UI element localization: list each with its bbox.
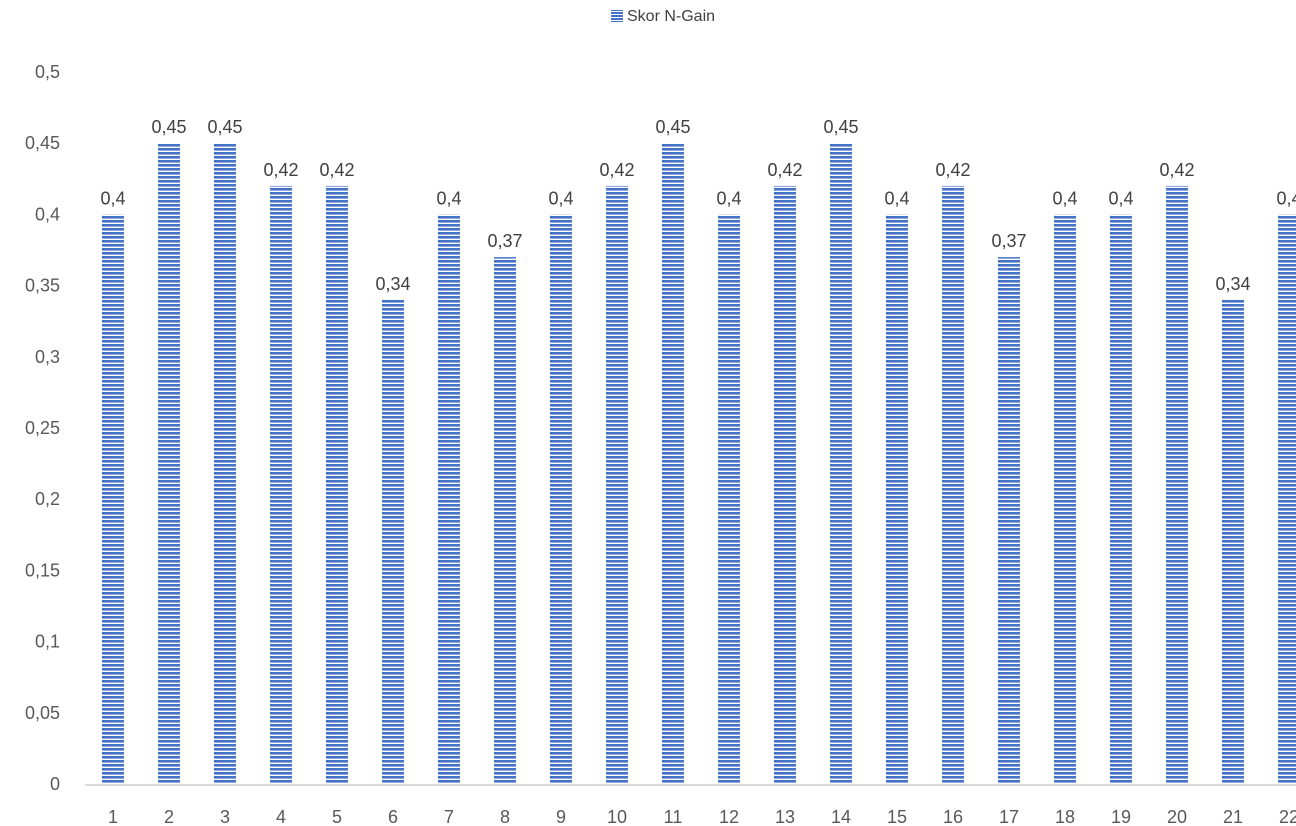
- y-tick-label: 0,5: [35, 62, 60, 82]
- x-tick-label: 14: [831, 807, 851, 826]
- y-tick-label: 0,3: [35, 347, 60, 367]
- bar: [550, 214, 572, 784]
- x-tick-label: 19: [1111, 807, 1131, 826]
- data-label: 0,37: [487, 231, 522, 251]
- x-tick-label: 17: [999, 807, 1019, 826]
- x-tick-label: 1: [108, 807, 118, 826]
- bar: [382, 299, 404, 784]
- bar: [774, 185, 796, 785]
- x-axis: 1 2 3 4 5 6 7 8 9 10 11 12 13 14 15 16 17 18 19 20 21 22: [108, 807, 1296, 826]
- data-label: 0,45: [207, 117, 242, 137]
- data-label: 0,4: [1108, 188, 1133, 208]
- y-tick-label: 0,4: [35, 204, 60, 224]
- bar: [102, 214, 124, 784]
- x-tick-label: 13: [775, 807, 795, 826]
- y-tick-label: 0,45: [25, 133, 60, 153]
- x-tick-label: 4: [276, 807, 286, 826]
- x-tick-label: 5: [332, 807, 342, 826]
- bar: [270, 185, 292, 785]
- data-label: 0,42: [935, 160, 970, 180]
- bar: [438, 214, 460, 784]
- y-tick-label: 0,2: [35, 489, 60, 509]
- bar: [998, 257, 1020, 784]
- legend: Skor N-Gain: [611, 8, 715, 25]
- x-tick-label: 22: [1279, 807, 1296, 826]
- y-tick-label: 0,15: [25, 560, 60, 580]
- x-tick-label: 2: [164, 807, 174, 826]
- bar: [494, 257, 516, 784]
- data-label: 0,42: [319, 160, 354, 180]
- data-label: 0,4: [716, 188, 741, 208]
- bar: [1222, 299, 1244, 784]
- x-tick-label: 10: [607, 807, 627, 826]
- bar: [942, 185, 964, 785]
- bar: [662, 143, 684, 784]
- data-label: 0,4: [1052, 188, 1077, 208]
- x-tick-label: 8: [500, 807, 510, 826]
- data-label: 0,4: [436, 188, 461, 208]
- bar: [1110, 214, 1132, 784]
- data-label: 0,42: [1159, 160, 1194, 180]
- data-label: 0,42: [263, 160, 298, 180]
- x-tick-label: 3: [220, 807, 230, 826]
- bar: [158, 143, 180, 784]
- data-label: 0,34: [1215, 274, 1250, 294]
- x-tick-label: 16: [943, 807, 963, 826]
- bar: [606, 185, 628, 785]
- legend-label-skor-n-gain: Skor N-Gain: [627, 8, 715, 25]
- bar: [830, 143, 852, 784]
- data-label: 0,4: [100, 188, 125, 208]
- bar: [214, 143, 236, 784]
- x-tick-label: 11: [664, 807, 683, 826]
- x-tick-label: 21: [1223, 807, 1243, 826]
- bar: [326, 185, 348, 785]
- y-axis: 0 0,05 0,1 0,15 0,2 0,25 0,3 0,35 0,4 0,45 0,5: [25, 62, 60, 794]
- x-tick-label: 15: [887, 807, 907, 826]
- data-label: 0,37: [991, 231, 1026, 251]
- data-label: 0,34: [375, 274, 410, 294]
- data-label: 0,4: [1276, 188, 1296, 208]
- data-label: 0,4: [884, 188, 909, 208]
- legend-swatch: [611, 10, 623, 22]
- bar: [1166, 185, 1188, 785]
- data-label: 0,42: [767, 160, 802, 180]
- data-labels: 0,4 0,45 0,45 0,42 0,42 0,34 0,4 0,37 0,4 0,42 0,4…: [100, 117, 1296, 294]
- bar: [886, 214, 908, 784]
- data-label: 0,45: [151, 117, 186, 137]
- data-label: 0,42: [599, 160, 634, 180]
- x-tick-label: 9: [556, 807, 566, 826]
- bar-series: [102, 143, 1296, 785]
- y-tick-label: 0,1: [35, 632, 60, 652]
- data-label: 0,45: [655, 117, 690, 137]
- bar: [1054, 214, 1076, 784]
- y-tick-label: 0,25: [25, 418, 60, 438]
- y-tick-label: 0,35: [25, 276, 60, 296]
- bar: [718, 214, 740, 784]
- data-label: 0,4: [548, 188, 573, 208]
- x-tick-label: 18: [1055, 807, 1075, 826]
- y-tick-label: 0,05: [25, 703, 60, 723]
- x-tick-label: 7: [444, 807, 454, 826]
- y-tick-label: 0: [50, 774, 60, 794]
- x-tick-label: 12: [719, 807, 739, 826]
- bar: [1278, 214, 1296, 784]
- x-tick-label: 6: [388, 807, 398, 826]
- x-tick-label: 20: [1167, 807, 1187, 826]
- data-label: 0,45: [823, 117, 858, 137]
